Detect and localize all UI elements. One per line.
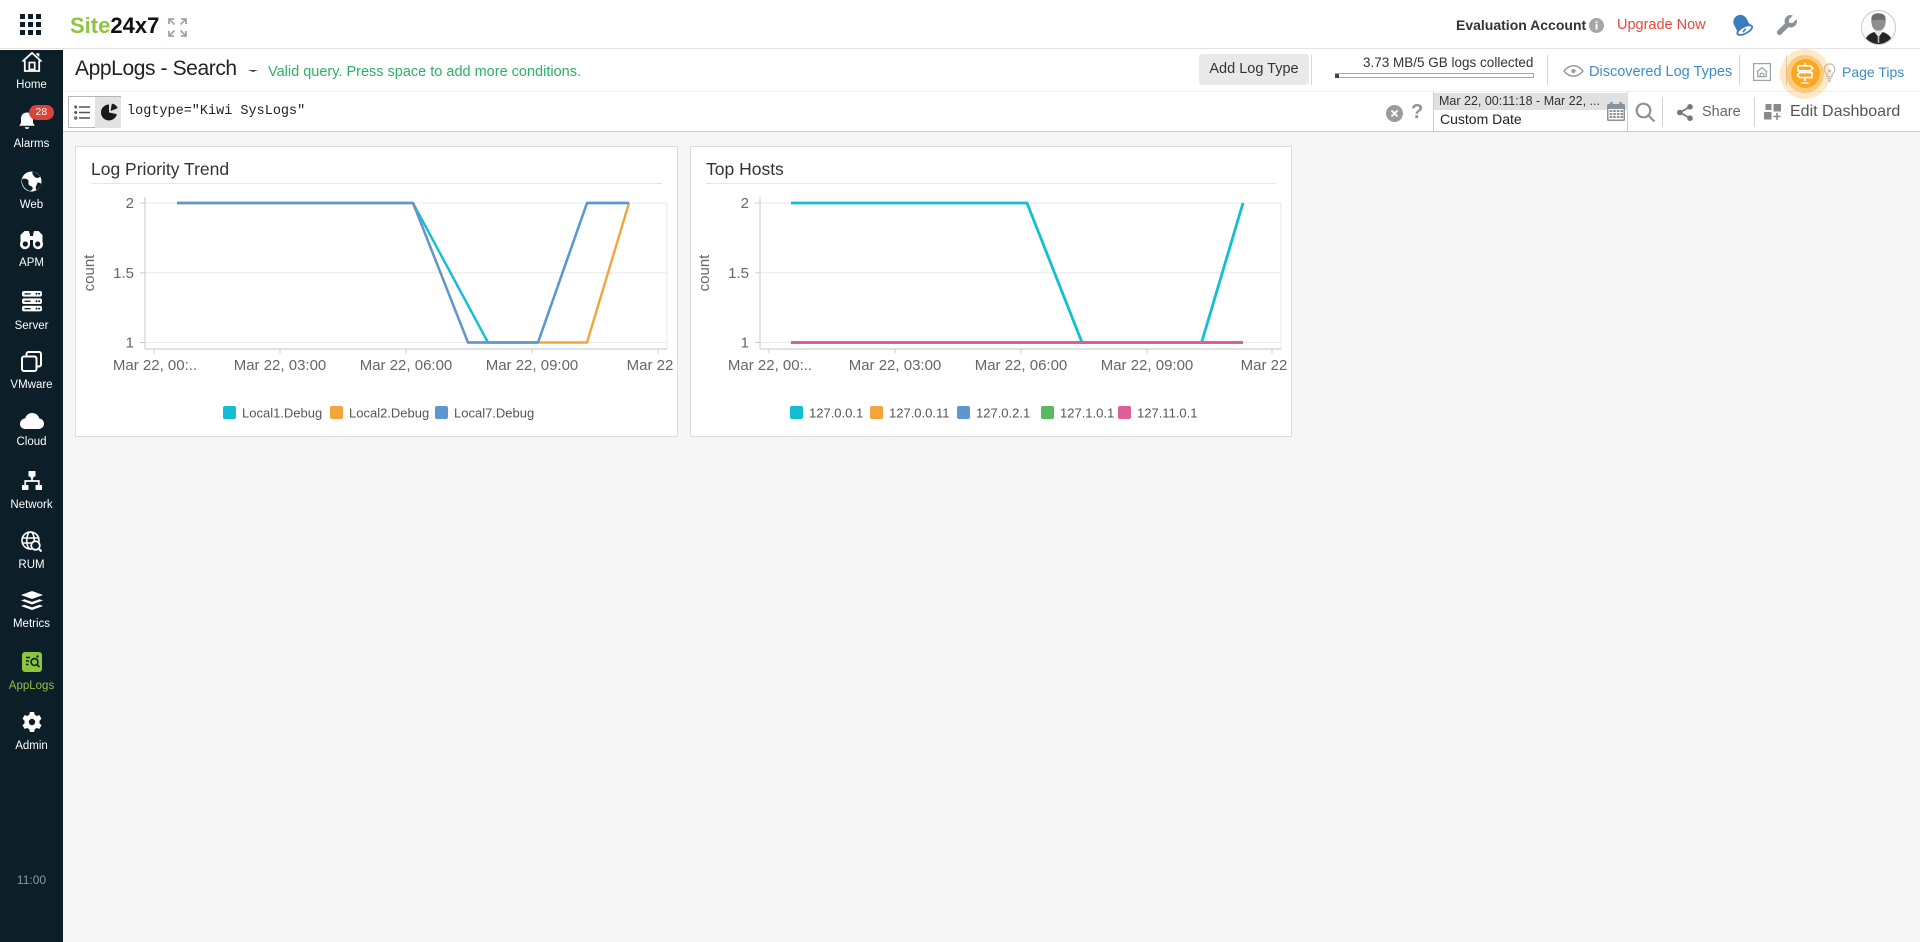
svg-text:Mar 22, 09:00: Mar 22, 09:00 (486, 357, 579, 374)
svg-text:127.0.0.11: 127.0.0.11 (889, 406, 949, 421)
svg-text:Mar 22, 06:00: Mar 22, 06:00 (360, 357, 453, 374)
svg-text:Mar 22: Mar 22 (1241, 357, 1288, 374)
svg-text:2: 2 (741, 195, 749, 212)
svg-text:127.0.2.1: 127.0.2.1 (976, 406, 1030, 421)
svg-text:1.5: 1.5 (113, 265, 134, 282)
svg-text:127.0.0.1: 127.0.0.1 (809, 406, 863, 421)
svg-text:127.1.0.1: 127.1.0.1 (1060, 406, 1114, 421)
svg-text:Mar 22, 06:00: Mar 22, 06:00 (975, 357, 1068, 374)
svg-text:1.5: 1.5 (728, 265, 749, 282)
svg-text:count: count (81, 254, 98, 292)
svg-text:Local1.Debug: Local1.Debug (242, 406, 322, 421)
svg-text:Mar 22, 09:00: Mar 22, 09:00 (1101, 357, 1194, 374)
svg-text:2: 2 (126, 195, 134, 212)
svg-text:Mar 22, 03:00: Mar 22, 03:00 (849, 357, 942, 374)
svg-text:1: 1 (126, 335, 134, 352)
svg-text:Mar 22, 00:..: Mar 22, 00:.. (113, 357, 197, 374)
svg-text:1: 1 (741, 335, 749, 352)
svg-text:Mar 22: Mar 22 (627, 357, 674, 374)
svg-text:Local7.Debug: Local7.Debug (454, 406, 534, 421)
svg-text:Top Hosts: Top Hosts (706, 159, 784, 179)
svg-text:count: count (696, 254, 713, 292)
svg-text:Log Priority Trend: Log Priority Trend (91, 159, 229, 179)
svg-text:Local2.Debug: Local2.Debug (349, 406, 429, 421)
svg-text:Mar 22, 03:00: Mar 22, 03:00 (234, 357, 327, 374)
svg-text:Mar 22, 00:..: Mar 22, 00:.. (728, 357, 812, 374)
svg-text:127.11.0.1: 127.11.0.1 (1137, 406, 1197, 421)
